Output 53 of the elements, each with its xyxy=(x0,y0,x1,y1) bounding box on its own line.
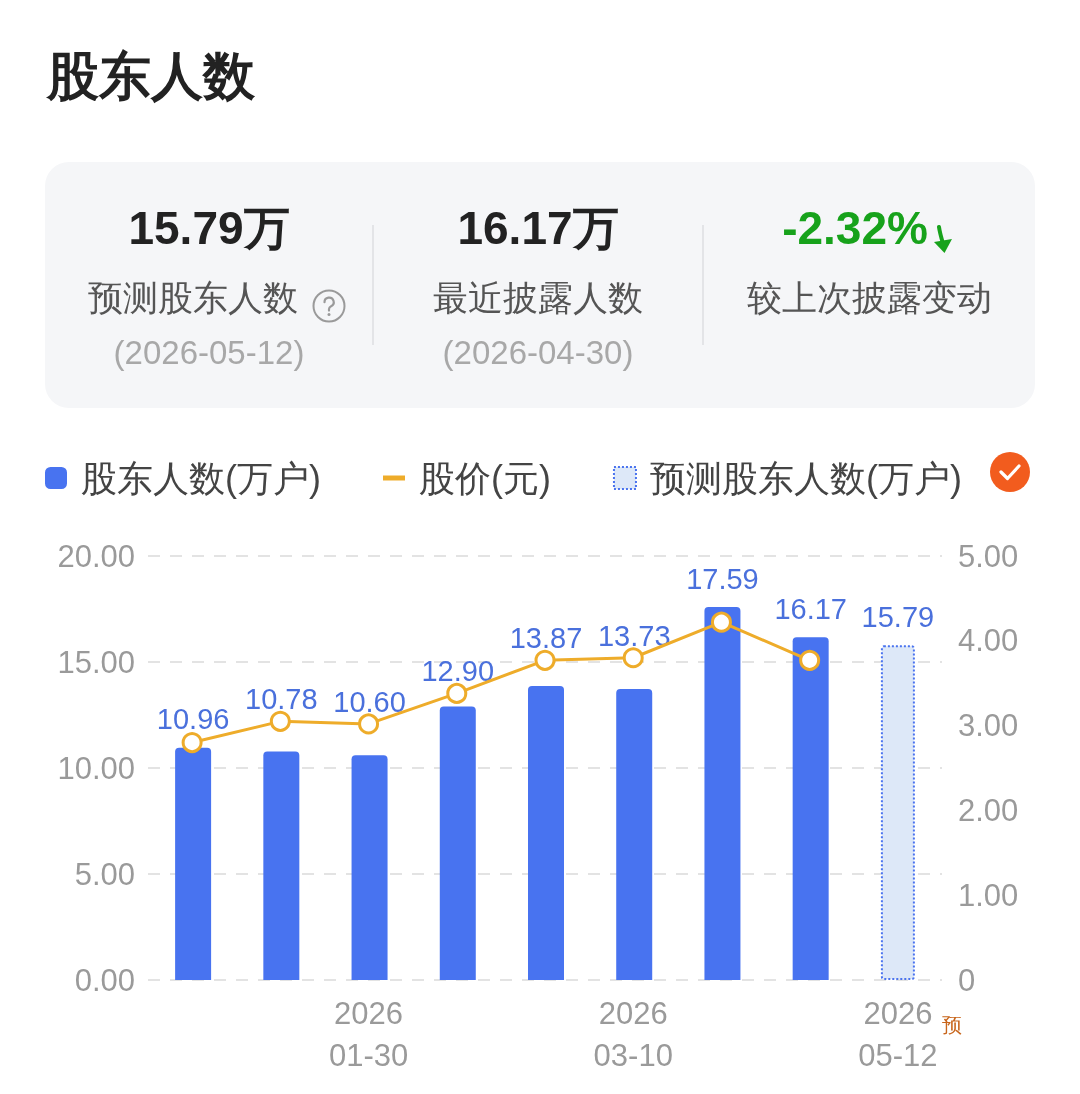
y2-tick-label: 3.00 xyxy=(958,708,1019,744)
data-label: 13.87 xyxy=(509,622,583,655)
legend-label: 预测股东人数(万户) xyxy=(649,457,962,499)
bar xyxy=(528,685,564,980)
data-label: 10.60 xyxy=(333,685,406,718)
bar xyxy=(175,747,212,980)
text: -2.32% xyxy=(782,202,928,254)
legend-label: 股东人数(万户) xyxy=(81,457,321,499)
y2-tick-label: 5.00 xyxy=(958,538,1019,574)
x-tick-label: 2026 03-10 xyxy=(593,995,673,1073)
legend-label: 股价(元) xyxy=(418,457,551,499)
text: (2026-05-12) xyxy=(113,334,305,371)
text: 较上次披露变动 xyxy=(746,278,992,317)
point xyxy=(446,682,468,704)
text: 预测股东人数 xyxy=(88,278,298,317)
point xyxy=(710,611,732,633)
point xyxy=(534,649,556,671)
data-label: 13.73 xyxy=(597,619,671,652)
data-label: 17.59 xyxy=(686,562,759,595)
point xyxy=(622,647,644,669)
y-tick-label: 5.00 xyxy=(74,856,135,892)
y2-tick-label: 1.00 xyxy=(958,877,1019,913)
bar xyxy=(263,751,300,980)
point xyxy=(358,713,380,735)
data-label: 10.96 xyxy=(156,703,230,736)
text: (2026-04-30) xyxy=(442,334,634,371)
y-tick-label: 15.00 xyxy=(57,644,135,680)
bar xyxy=(704,607,741,980)
point xyxy=(269,710,291,732)
y-tick-label: 10.00 xyxy=(57,750,135,786)
data-label: 12.90 xyxy=(421,655,495,688)
x-tick-label: 2026 01-30 xyxy=(328,995,409,1073)
y2-tick-label: 0 xyxy=(958,962,976,998)
y2-tick-label: 2.00 xyxy=(958,792,1019,828)
bar xyxy=(439,706,476,980)
point xyxy=(799,649,821,671)
data-label: 16.17 xyxy=(774,592,847,625)
x-tick-label: 2026 05-12 xyxy=(858,995,938,1073)
y-tick-label: 20.00 xyxy=(57,538,135,574)
bar xyxy=(616,688,653,980)
text: 15.79万 xyxy=(128,202,290,254)
text: 股东人数 xyxy=(47,46,255,107)
y-tick-label: 0.00 xyxy=(74,962,135,998)
data-label: 10.78 xyxy=(245,683,318,716)
data-label: 15.79 xyxy=(861,600,935,633)
point xyxy=(181,732,203,754)
y2-tick-label: 4.00 xyxy=(958,623,1019,659)
text: 16.17万 xyxy=(457,202,619,254)
bar xyxy=(880,645,915,980)
text: 预 xyxy=(941,1014,962,1036)
bar xyxy=(792,637,829,980)
bar xyxy=(351,755,388,980)
text: 最近披露人数 xyxy=(433,278,643,317)
